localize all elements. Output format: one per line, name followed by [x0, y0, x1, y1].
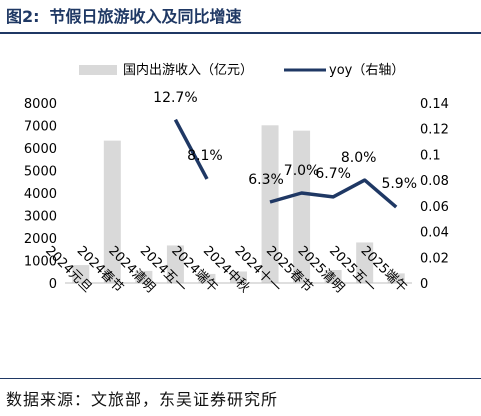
bar-1 — [103, 140, 121, 283]
bar-8 — [324, 269, 342, 283]
bar-5 — [230, 271, 247, 283]
left-tick-label-8: 8000 — [24, 97, 57, 112]
data-label-9: 8.0% — [341, 150, 377, 166]
data-label-8: 6.7% — [315, 166, 351, 182]
bar-0 — [72, 265, 90, 283]
chart: 国内出游收入（亿元） yoy（右轴） 0 1000 2000 3000 4000 5000… — [24, 62, 449, 296]
left-tick-label-5: 5000 — [24, 165, 57, 180]
data-labels: 12.7% 8.1% 6.3%7.0%6.7%8.0%5.9% — [153, 90, 417, 192]
right-tick-label-0: 0 — [420, 277, 428, 292]
left-tick-label-3: 3000 — [24, 210, 57, 225]
yoy-line-segment-0 — [173, 118, 209, 180]
right-tick-label-3: 0.06 — [420, 200, 449, 215]
legend-bar-swatch — [79, 65, 117, 75]
yoy-line — [173, 118, 398, 209]
legend: 国内出游收入（亿元） yoy（右轴） — [79, 62, 404, 78]
right-tick-label-1: 0.02 — [420, 251, 449, 266]
left-axis: 0 1000 2000 3000 4000 5000 6000 7000 8000 — [24, 97, 57, 292]
figure-number: 图2: — [6, 7, 40, 26]
left-tick-label-0: 0 — [49, 277, 57, 292]
bar-2 — [135, 270, 153, 283]
figure-title-text: 节假日旅游收入及同比增速 — [49, 7, 242, 26]
bar-4 — [198, 273, 216, 283]
bar-9 — [356, 242, 374, 283]
right-tick-label-5: 0.1 — [420, 148, 441, 163]
left-tick-label-2: 2000 — [24, 232, 57, 247]
right-tick-label-6: 0.12 — [420, 123, 449, 138]
data-label-6: 6.3% — [248, 172, 284, 188]
bar-7 — [293, 130, 311, 283]
bars — [72, 125, 405, 283]
title-rule — [0, 32, 481, 34]
legend-bar-label: 国内出游收入（亿元） — [123, 62, 253, 78]
right-tick-label-7: 0.14 — [420, 97, 449, 112]
yoy-line-segment-1 — [269, 178, 398, 209]
left-tick-label-4: 4000 — [24, 187, 57, 202]
left-tick-label-6: 6000 — [24, 142, 57, 157]
left-tick-label-1: 1000 — [24, 255, 57, 270]
left-tick-label-7: 7000 — [24, 120, 57, 135]
bar-6 — [261, 125, 279, 283]
right-tick-label-2: 0.04 — [420, 226, 449, 241]
data-label-7: 7.0% — [284, 163, 320, 179]
data-label-10: 5.9% — [381, 176, 417, 192]
right-axis: 0 0.02 0.04 0.06 0.08 0.1 0.12 0.14 — [420, 97, 449, 292]
figure-title: 图2: 节假日旅游收入及同比增速 — [6, 4, 242, 30]
right-tick-label-4: 0.08 — [420, 174, 449, 189]
legend-line-label: yoy（右轴） — [329, 63, 404, 78]
data-label-4: 8.1% — [187, 148, 223, 164]
bar-10 — [387, 273, 405, 283]
data-label-3: 12.7% — [153, 90, 197, 106]
source-note: 数据来源：文旅部，东吴证券研究所 — [6, 390, 279, 409]
bar-3 — [166, 245, 184, 283]
bottom-rule — [0, 378, 481, 379]
